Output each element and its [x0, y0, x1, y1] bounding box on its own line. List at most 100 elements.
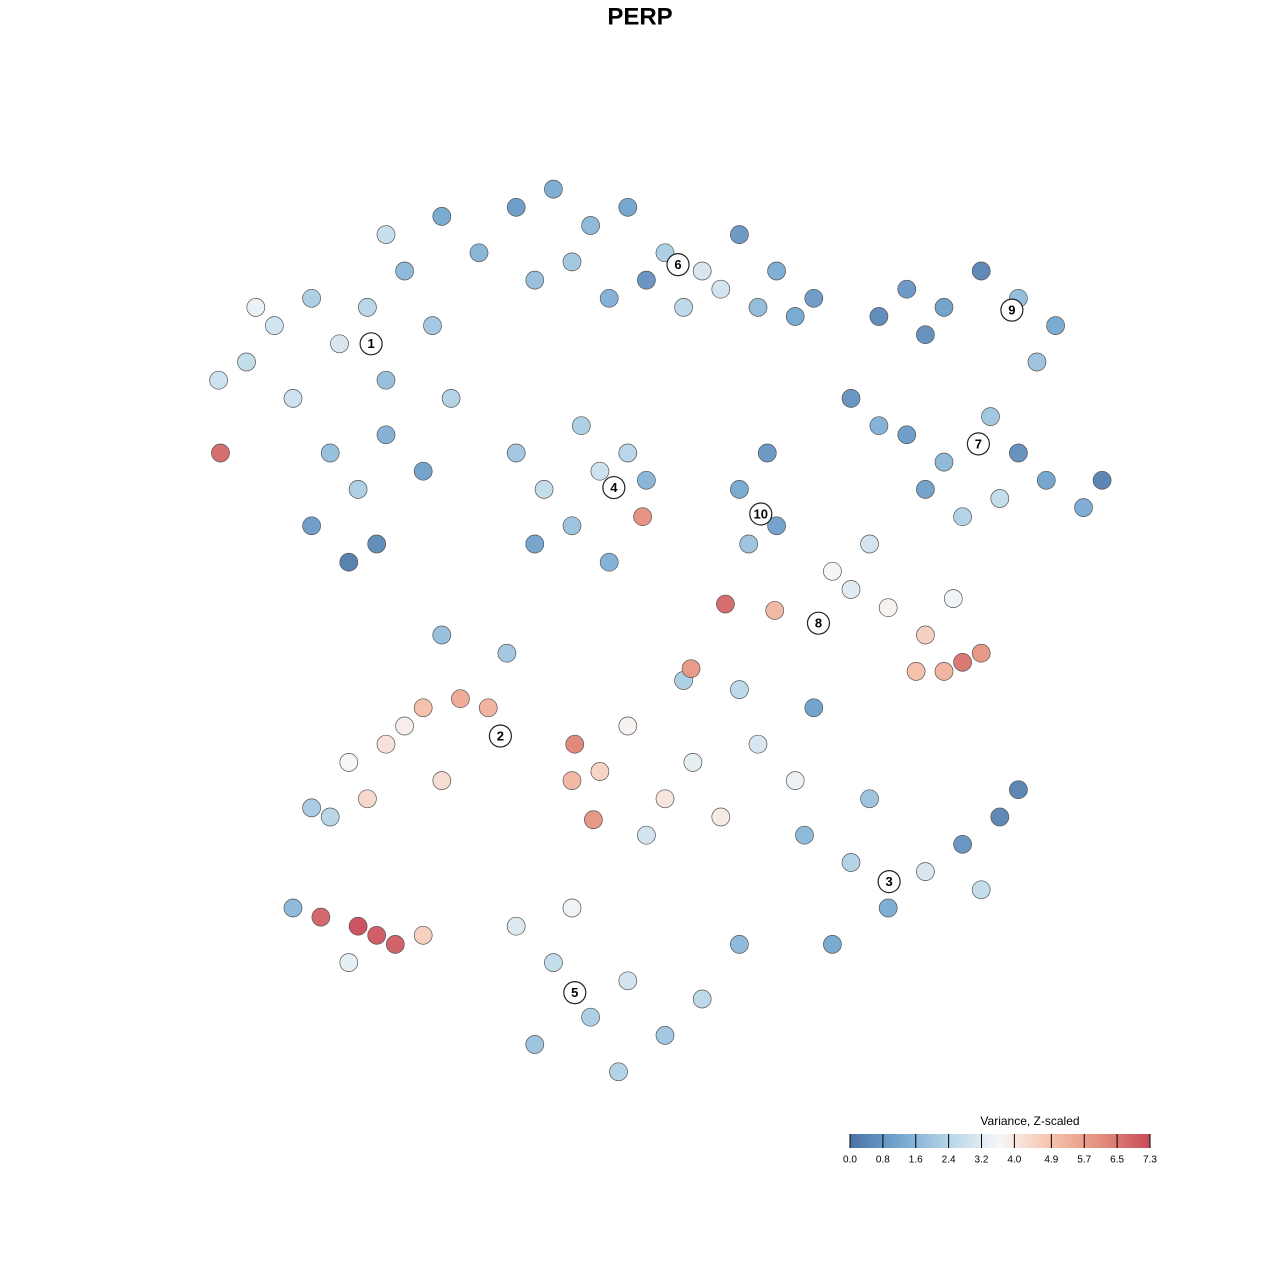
point — [246, 298, 266, 317]
point — [633, 507, 653, 527]
point — [525, 534, 545, 554]
point — [562, 252, 582, 272]
point — [869, 416, 889, 436]
point — [358, 789, 377, 809]
point — [376, 370, 396, 390]
point — [441, 389, 461, 408]
point — [841, 853, 861, 872]
point — [339, 552, 359, 572]
point — [599, 552, 619, 572]
point — [785, 771, 805, 790]
point — [320, 443, 340, 463]
cluster-label: 2 — [497, 728, 504, 743]
point — [748, 298, 768, 317]
point — [1074, 498, 1093, 517]
colorbar-title: Variance, Z-scaled — [980, 1114, 1079, 1128]
cluster-label: 3 — [886, 874, 893, 889]
colorbar: Variance, Z-scaled 0.0 0.8 1.6 2.4 3.2 4.0 4.9… — [843, 1114, 1157, 1165]
point — [971, 261, 991, 281]
point — [525, 270, 545, 290]
point — [637, 470, 656, 490]
point — [804, 288, 824, 308]
point — [869, 307, 889, 326]
point — [302, 798, 321, 818]
colorbar-tick-label: 5.7 — [1077, 1155, 1091, 1166]
point — [916, 480, 935, 499]
point — [413, 698, 433, 718]
point — [376, 425, 396, 445]
colorbar-tick-label: 6.5 — [1110, 1155, 1124, 1166]
point — [395, 716, 414, 736]
cluster-label: 1 — [368, 336, 375, 351]
point — [339, 953, 359, 972]
point — [451, 689, 470, 709]
point — [237, 352, 256, 372]
point — [562, 898, 582, 918]
point — [348, 916, 368, 936]
point — [841, 580, 861, 599]
cluster-label: 5 — [571, 985, 578, 1000]
point — [971, 643, 991, 663]
point — [1092, 470, 1112, 490]
point — [804, 698, 824, 718]
point — [730, 480, 749, 499]
cluster-label-badge — [602, 475, 626, 500]
point — [534, 480, 554, 499]
colorbar-tick-label: 3.2 — [975, 1155, 989, 1166]
point — [358, 298, 377, 317]
point — [367, 925, 387, 945]
point — [916, 862, 935, 881]
point — [618, 716, 638, 736]
point — [655, 1026, 675, 1045]
point — [730, 680, 749, 699]
cluster-label-badge — [877, 870, 901, 894]
point — [590, 762, 610, 781]
point — [348, 480, 368, 499]
cluster-label-badge — [806, 611, 831, 635]
point — [618, 197, 638, 217]
point — [562, 516, 582, 536]
point — [432, 771, 452, 790]
point — [1009, 443, 1028, 463]
point — [943, 589, 963, 608]
point — [692, 989, 712, 1009]
point — [367, 534, 387, 554]
point — [320, 807, 340, 827]
chart-title: PERP — [607, 3, 672, 30]
point — [953, 652, 972, 672]
cluster-label: 9 — [1008, 303, 1015, 318]
cluster-label-badge — [488, 724, 512, 748]
point — [385, 935, 405, 954]
cluster-label: 8 — [815, 616, 822, 631]
point — [953, 507, 972, 527]
point — [544, 179, 563, 199]
point — [934, 452, 954, 472]
cluster-label: 10 — [754, 506, 768, 521]
point — [795, 825, 814, 845]
point — [711, 807, 731, 827]
point — [423, 316, 442, 335]
point — [906, 662, 926, 681]
point — [506, 197, 526, 217]
point — [209, 370, 228, 390]
point — [692, 261, 712, 281]
cluster-labels: 1 2 3 4 5 6 7 8 9 10 — [359, 253, 1024, 1005]
point — [339, 753, 359, 772]
cluster-label-badge — [359, 332, 383, 356]
cluster-label-badge — [666, 253, 690, 277]
colorbar-tick-label: 1.6 — [909, 1155, 923, 1166]
point — [581, 1007, 600, 1027]
point — [590, 461, 610, 481]
point — [497, 643, 517, 663]
point — [785, 307, 805, 326]
point — [478, 698, 498, 718]
point — [860, 534, 879, 554]
point — [311, 907, 331, 927]
point — [283, 389, 303, 408]
point — [395, 261, 414, 281]
point — [562, 771, 582, 790]
point — [544, 953, 563, 972]
point — [302, 288, 321, 308]
point — [730, 225, 749, 244]
